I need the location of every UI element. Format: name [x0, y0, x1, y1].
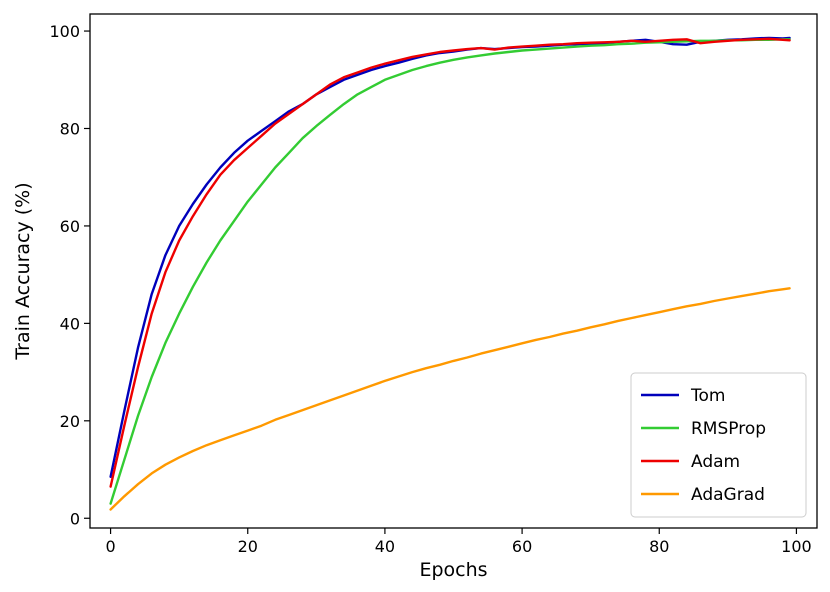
plot-frame	[89, 13, 818, 529]
x-tick-label: 100	[781, 537, 812, 556]
y-tick-label: 0	[70, 509, 80, 528]
legend-box	[630, 372, 807, 518]
y-axis: 0 20 40 60 80 100	[49, 22, 90, 528]
series-line-adam	[109, 37, 791, 488]
y-tick-label: 100	[49, 22, 80, 41]
legend-label-rmsprop: RMSProp	[691, 419, 766, 439]
y-axis-title: Train Accuracy (%)	[12, 182, 34, 360]
legend: Tom RMSProp Adam AdaGrad	[630, 372, 807, 518]
legend-label-tom: Tom	[690, 386, 725, 406]
x-tick-label: 40	[375, 537, 395, 556]
legend-label-adagrad: AdaGrad	[691, 485, 765, 505]
x-tick-label: 80	[649, 537, 669, 556]
x-tick-label: 0	[105, 537, 115, 556]
plot-area	[109, 36, 791, 511]
y-tick-label: 40	[60, 314, 80, 333]
y-tick-label: 60	[60, 217, 80, 236]
y-tick-label: 80	[60, 119, 80, 138]
x-tick-label: 20	[238, 537, 258, 556]
x-tick-label: 60	[512, 537, 532, 556]
y-tick-label: 20	[60, 412, 80, 431]
x-axis: 0 20 40 60 80 100	[105, 528, 812, 556]
series-line-adagrad	[109, 287, 791, 511]
legend-label-adam: Adam	[691, 452, 740, 472]
x-axis-title: Epochs	[419, 559, 487, 581]
series-line-rmsprop	[109, 38, 791, 505]
